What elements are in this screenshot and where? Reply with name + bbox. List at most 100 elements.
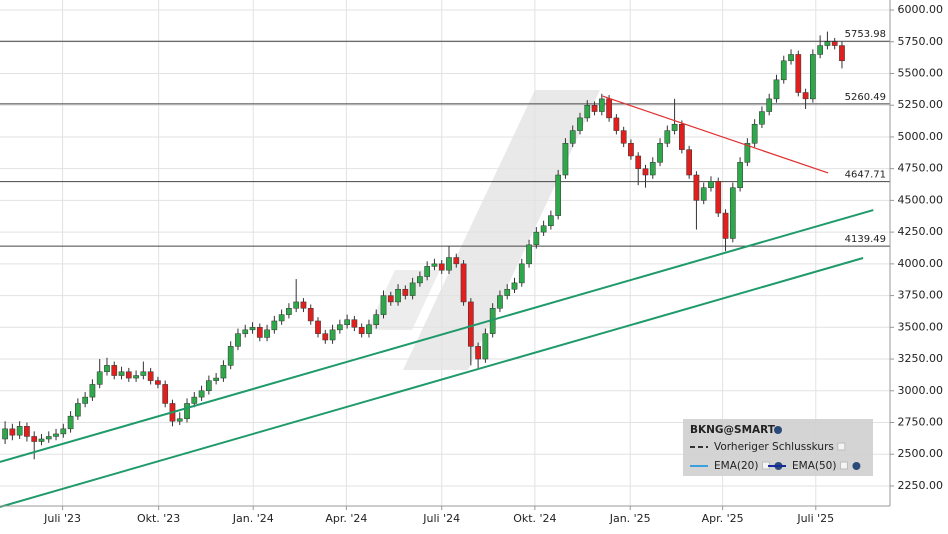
candle-body	[220, 365, 227, 379]
candle-body	[24, 426, 30, 437]
trend-line	[0, 257, 864, 508]
candle-body	[810, 54, 816, 100]
candle-body	[409, 282, 416, 296]
candle-body	[708, 181, 714, 188]
y-tick-label: 5000.00	[898, 130, 944, 143]
watermark	[367, 270, 440, 330]
y-tick-label: 4000.00	[898, 257, 944, 270]
candle-body	[569, 130, 576, 144]
candle-body	[96, 371, 103, 385]
candle-body	[671, 123, 678, 131]
checkbox	[837, 442, 846, 451]
candle-body	[584, 104, 591, 119]
legend-label: EMA(50)	[792, 460, 836, 472]
candle-body	[679, 123, 685, 150]
candle-body	[380, 295, 387, 315]
watermark	[403, 90, 600, 370]
candle-body	[31, 436, 38, 442]
candle-body	[482, 333, 489, 360]
checkbox	[839, 461, 848, 470]
candle-body	[118, 371, 125, 376]
x-tick-label: Juli '24	[422, 512, 460, 525]
candle-body	[737, 162, 743, 188]
candle-body	[839, 45, 845, 62]
candle-body	[322, 333, 329, 341]
x-tick-label: Okt. '23	[137, 512, 180, 525]
candle-body	[307, 308, 314, 322]
candle-body	[125, 371, 132, 379]
candle-body	[729, 187, 736, 239]
candle-body	[831, 41, 838, 46]
level-label: 4647.71	[845, 170, 886, 181]
candle-body	[402, 288, 409, 296]
candle-body	[104, 365, 110, 372]
level-label: 5260.49	[845, 92, 886, 103]
candle-body	[235, 333, 241, 347]
candle-body	[555, 174, 562, 216]
x-tick-label: Jan. '25	[609, 512, 651, 525]
icon	[852, 462, 861, 470]
candle-body	[2, 428, 8, 440]
candle-body	[700, 187, 707, 201]
candle-body	[176, 418, 183, 422]
candle-body	[351, 319, 358, 328]
trend-line	[0, 209, 874, 463]
candle-body	[206, 380, 212, 392]
candle-body	[649, 162, 656, 176]
candle-body	[780, 60, 787, 81]
candle-body	[664, 130, 671, 144]
y-tick-label: 4500.00	[898, 193, 944, 206]
candle-body	[300, 301, 307, 309]
y-tick-label: 3750.00	[898, 289, 944, 302]
candle-body	[518, 263, 525, 284]
candle-body	[497, 295, 503, 309]
candle-body	[635, 155, 642, 169]
candle-body	[155, 380, 161, 385]
candle-body	[417, 276, 423, 284]
candle-body	[577, 117, 583, 131]
x-tick-label: Apr. '24	[325, 512, 367, 525]
x-tick-label: Jan. '24	[232, 512, 274, 525]
candle-body	[271, 320, 278, 331]
candle-body	[38, 438, 45, 442]
candle-body	[82, 396, 88, 404]
candle-body	[722, 212, 729, 239]
candle-body	[751, 123, 758, 144]
candle-body	[715, 181, 722, 214]
candle-body	[628, 143, 634, 157]
candle-body	[373, 314, 380, 326]
candle-body	[766, 98, 773, 112]
candle-body	[744, 143, 751, 163]
level-label: 4139.49	[845, 234, 886, 245]
candle-body	[366, 324, 372, 334]
x-tick-label: Okt. '24	[513, 512, 556, 525]
candle-body	[817, 45, 823, 55]
x-tick-label: Juli '23	[43, 512, 81, 525]
y-tick-label: 3500.00	[898, 320, 944, 333]
candle-body	[75, 403, 81, 417]
candle-body	[773, 79, 780, 100]
y-tick-label: 3000.00	[898, 384, 944, 397]
candle-body	[424, 266, 431, 277]
candle-body	[264, 329, 270, 338]
candle-body	[140, 371, 147, 376]
candle-body	[606, 98, 612, 119]
candle-body	[60, 428, 67, 435]
y-tick-label: 2750.00	[898, 415, 944, 428]
candle-body	[467, 301, 474, 347]
y-tick-label: 5500.00	[898, 66, 944, 79]
candle-body	[213, 377, 219, 381]
candle-body	[475, 346, 481, 360]
candle-body	[642, 168, 649, 176]
candle-body	[249, 327, 256, 331]
candle-body	[191, 396, 198, 404]
candle-body	[147, 371, 154, 381]
candle-body	[613, 117, 620, 131]
legend: BKNG@SMART Vorheriger Schlusskurs EMA(20)…	[683, 419, 873, 476]
candle-body	[657, 143, 663, 163]
candle-body	[9, 428, 16, 436]
trend-line	[602, 95, 829, 174]
candle-body	[446, 257, 452, 271]
y-tick-label: 5250.00	[898, 98, 944, 111]
